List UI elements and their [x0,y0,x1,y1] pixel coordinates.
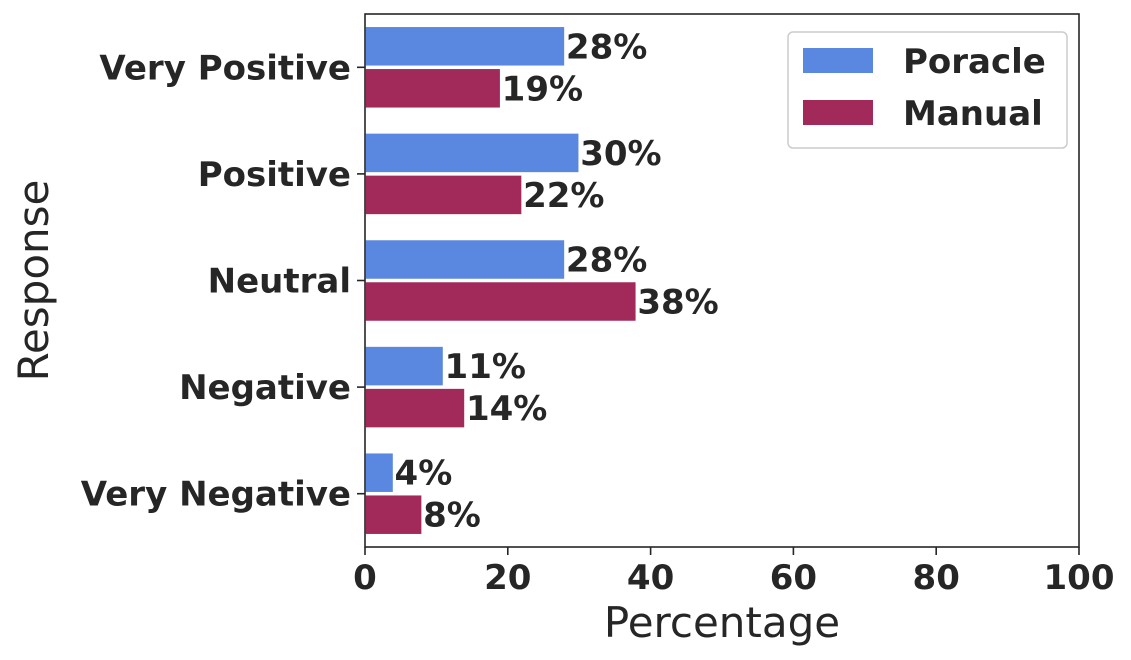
bar-poracle [364,345,445,387]
x-tick-label: 80 [913,558,960,598]
legend-swatch-poracle [803,48,873,73]
bar-poracle [364,25,566,68]
bar-manual [364,387,466,429]
bar-poracle [364,451,395,494]
x-tick-label: 0 [353,558,377,598]
legend-label-poracle: Poracle [903,42,1046,82]
data-label: 11% [445,347,526,387]
x-tick-label: 60 [770,558,817,598]
bars-layer [364,25,638,536]
y-tick-label: Very Positive [99,48,351,88]
x-axis: 0 20 40 60 80 100 [353,547,1114,598]
data-label: 4% [395,454,453,494]
x-tick-label: 100 [1044,558,1115,598]
legend-label-manual: Manual [903,94,1043,134]
y-tick-label: Very Negative [81,475,351,515]
y-axis: Very Positive Positive Neutral Negative Very… [81,48,365,515]
y-tick-label: Neutral [208,262,351,302]
bar-manual [364,280,638,323]
bar-manual [364,493,423,536]
y-tick-label: Negative [179,368,351,408]
legend-swatch-manual [803,100,873,125]
bar-manual [364,174,523,216]
data-label: 38% [637,283,718,323]
y-tick-label: Positive [198,155,351,195]
data-label: 8% [423,496,481,536]
data-label: 28% [566,241,647,281]
data-label: 22% [523,176,604,216]
x-tick-label: 40 [627,558,674,598]
x-tick-label: 20 [484,558,531,598]
bar-manual [364,67,502,110]
x-axis-title: Percentage [604,598,840,647]
value-labels: 28%19%30%22%28%38%11%14%4%8% [395,27,719,535]
y-axis-title: Response [9,180,58,382]
bar-poracle [364,238,566,281]
data-label: 30% [580,134,661,174]
data-label: 19% [502,69,583,109]
legend: Poracle Manual [787,31,1068,149]
data-label: 14% [466,389,547,429]
bar-poracle [364,132,580,174]
data-label: 28% [566,27,647,67]
